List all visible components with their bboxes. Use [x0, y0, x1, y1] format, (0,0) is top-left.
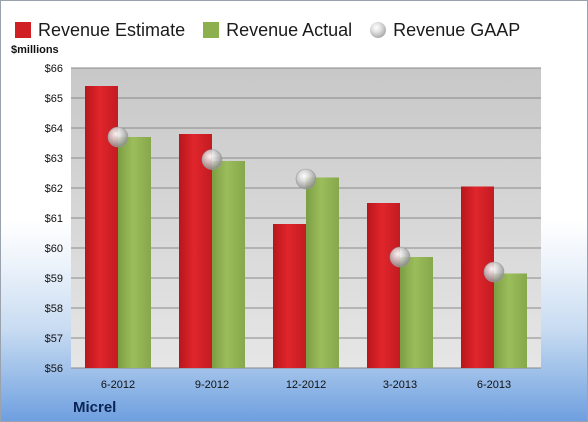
estimate-bar: [273, 224, 306, 368]
legend-label-estimate: Revenue Estimate: [38, 19, 186, 40]
estimate-bar: [179, 134, 212, 368]
x-tick-label: 12-2012: [286, 379, 326, 391]
legend-item-gaap: Revenue GAAP: [370, 20, 520, 41]
legend-label-gaap: Revenue GAAP: [393, 19, 521, 40]
company-name: Micrel: [73, 399, 117, 416]
y-tick-label: $66: [45, 63, 63, 75]
y-axis-unit-label: $millions: [11, 44, 59, 56]
y-tick-label: $60: [45, 243, 63, 255]
legend-item-estimate: Revenue Estimate: [15, 20, 185, 41]
y-axis-ticks: $56 $57 $58 $59 $60 $61 $62 $63 $64 $65 $66: [45, 63, 63, 375]
y-tick-label: $56: [45, 363, 63, 375]
actual-bar: [494, 273, 527, 368]
gaap-marker: [107, 126, 129, 148]
actual-bar: [118, 137, 151, 368]
y-tick-label: $61: [45, 213, 63, 225]
x-tick-label: 6-2012: [101, 379, 135, 391]
legend: Revenue Estimate Revenue Actual Revenue …: [15, 15, 520, 45]
y-tick-label: $57: [45, 333, 63, 345]
y-tick-label: $65: [45, 93, 63, 105]
y-tick-label: $63: [45, 153, 63, 165]
legend-swatch-actual: [203, 22, 220, 38]
legend-swatch-estimate: [15, 22, 31, 38]
gaap-marker: [389, 246, 411, 268]
x-axis-labels: 6-2012 9-2012 12-2012 3-2013 6-2013: [101, 379, 511, 391]
bars: [85, 86, 527, 368]
gaap-marker: [295, 168, 317, 190]
y-tick-label: $64: [45, 123, 63, 135]
x-tick-label: 6-2013: [477, 379, 511, 391]
actual-bar: [212, 161, 245, 368]
actual-bar: [400, 257, 433, 368]
estimate-bar: [367, 203, 400, 368]
x-tick-label: 3-2013: [383, 379, 417, 391]
gaap-markers: [107, 126, 505, 283]
y-tick-label: $62: [45, 183, 63, 195]
legend-item-actual: Revenue Actual: [203, 20, 352, 41]
gaap-marker: [201, 149, 223, 170]
y-tick-label: $59: [45, 273, 63, 285]
legend-marker-gaap: [370, 22, 387, 38]
actual-bar: [306, 177, 339, 368]
legend-label-actual: Revenue Actual: [226, 19, 353, 40]
x-tick-label: 9-2012: [195, 379, 229, 391]
gaap-marker: [483, 261, 505, 283]
y-tick-label: $58: [45, 303, 63, 315]
